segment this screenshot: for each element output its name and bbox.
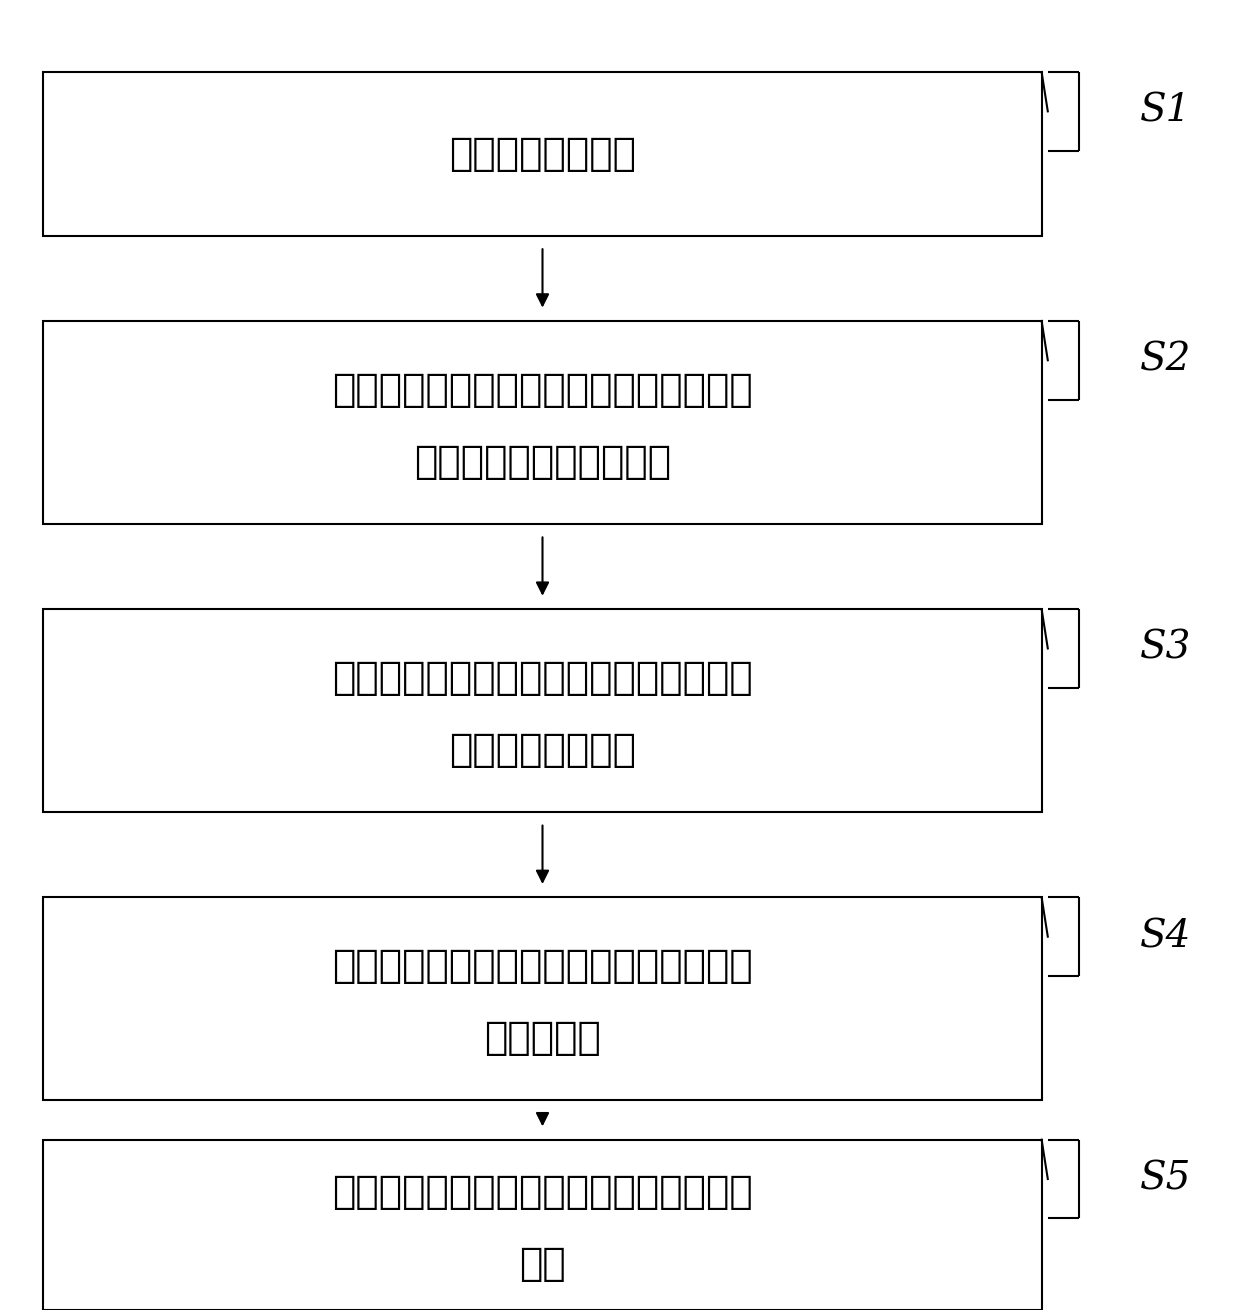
Bar [43,72,1042,236]
Text: S2: S2 [1140,342,1192,379]
Text: 上位机完成对测量数据的分析，生成测试: 上位机完成对测量数据的分析，生成测试 [332,1172,753,1212]
Text: 电池组参数: 电池组参数 [484,1019,601,1057]
Text: 报告: 报告 [520,1244,565,1284]
Bar [43,897,1042,1100]
Text: 上位机通过电池管理系统实时采集并存储: 上位机通过电池管理系统实时采集并存储 [332,947,753,985]
Bar [43,1140,1042,1310]
Text: S3: S3 [1140,630,1192,667]
Text: 上位机流程文件控制高精度充电机和高精: 上位机流程文件控制高精度充电机和高精 [332,659,753,697]
Text: S5: S5 [1140,1161,1192,1197]
Text: 器放置于高低温实验箱中: 器放置于高低温实验箱中 [414,443,671,481]
Text: S1: S1 [1140,93,1192,130]
Text: 度负载进行充放电: 度负载进行充放电 [449,731,636,769]
Text: 电池组和电池管理系统的电压、温度传感: 电池组和电池管理系统的电压、温度传感 [332,371,753,409]
Text: S4: S4 [1140,918,1192,955]
Text: 生成测试流程文件: 生成测试流程文件 [449,135,636,173]
Bar [43,321,1042,524]
Bar [43,609,1042,812]
